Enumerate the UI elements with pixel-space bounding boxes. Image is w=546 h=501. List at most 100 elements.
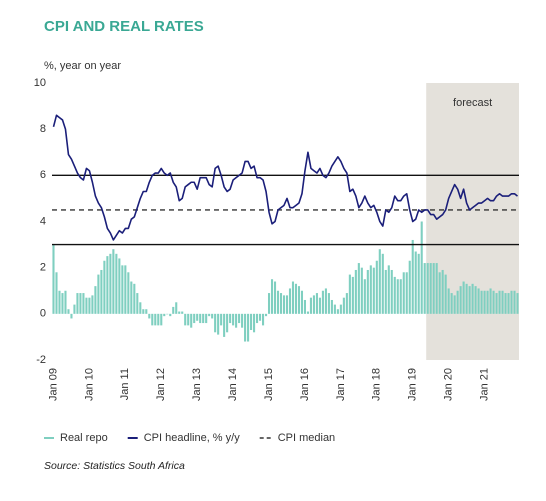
bar <box>303 299 307 314</box>
bar <box>339 304 342 314</box>
bar <box>492 290 495 314</box>
bar <box>504 293 507 314</box>
bar <box>106 256 109 314</box>
bar <box>483 290 486 314</box>
x-tick-label: Jan 18 <box>371 368 383 401</box>
bar <box>378 249 381 314</box>
bar <box>465 283 468 314</box>
bar <box>453 295 456 314</box>
bar <box>294 283 298 314</box>
bar <box>178 311 181 314</box>
bar <box>226 313 229 333</box>
bar <box>232 313 235 326</box>
bar <box>405 272 408 314</box>
bar <box>157 313 160 326</box>
source: Source: Statistics South Africa <box>44 460 185 472</box>
x-tick-label: Jan 15 <box>263 368 275 401</box>
bar <box>432 263 435 314</box>
bar <box>342 297 345 314</box>
bar <box>417 253 420 314</box>
bar <box>462 281 465 314</box>
y-tick-label: -2 <box>36 354 46 366</box>
bar <box>70 313 73 319</box>
bar <box>360 267 363 314</box>
bar <box>327 293 330 314</box>
bar <box>220 313 223 326</box>
legend-label: CPI headline, % y/y <box>144 432 240 444</box>
bar <box>513 290 516 314</box>
bar <box>58 290 61 314</box>
bar <box>76 293 79 314</box>
bar <box>369 265 372 314</box>
bar <box>118 258 121 314</box>
bar <box>516 293 519 314</box>
bar <box>264 313 268 317</box>
x-tick-label: Jan 13 <box>191 368 203 401</box>
bar <box>408 260 411 314</box>
bar <box>372 267 375 314</box>
bar <box>357 263 360 314</box>
bar <box>471 283 474 314</box>
bar <box>387 265 390 314</box>
bar <box>348 274 351 314</box>
bar <box>241 313 244 328</box>
y-tick-label: 8 <box>40 123 46 135</box>
y-tick-label: 2 <box>40 262 46 274</box>
bar <box>253 313 256 333</box>
bar <box>154 313 157 326</box>
bar <box>133 283 136 314</box>
bar <box>396 279 399 314</box>
bar <box>196 313 199 321</box>
bar <box>510 290 513 314</box>
bar <box>507 293 510 314</box>
legend-label: Real repo <box>60 432 108 444</box>
bar <box>447 288 450 314</box>
bar <box>184 313 187 326</box>
bar <box>438 272 441 314</box>
bar <box>399 279 402 314</box>
bar <box>166 313 169 315</box>
bar <box>411 239 414 314</box>
bar <box>163 313 166 317</box>
bar <box>384 269 387 314</box>
bar <box>100 269 103 314</box>
bar <box>354 269 357 314</box>
bar <box>312 295 315 314</box>
bar <box>139 302 142 314</box>
y-tick-label: 10 <box>34 77 46 89</box>
bar <box>486 290 489 314</box>
bar <box>459 286 462 314</box>
bar <box>414 251 417 314</box>
bar <box>318 297 321 314</box>
bar <box>91 295 94 314</box>
y-axis-label: %, year on year <box>44 60 121 72</box>
bar <box>282 295 286 314</box>
bar <box>61 293 64 314</box>
bar <box>112 249 115 314</box>
bar <box>208 313 211 317</box>
x-tick-label: Jan 16 <box>299 368 311 401</box>
bar <box>94 286 97 314</box>
forecast-label: forecast <box>453 97 492 109</box>
bar <box>115 253 118 314</box>
bar <box>103 260 106 314</box>
bar <box>351 276 354 314</box>
x-tick-label: Jan 09 <box>47 368 59 401</box>
x-tick-label: Jan 19 <box>407 368 419 401</box>
bar <box>259 313 262 321</box>
bar <box>267 293 271 314</box>
bar <box>85 297 88 314</box>
bar <box>121 265 124 314</box>
bar <box>333 304 336 314</box>
bar <box>474 286 477 314</box>
bar <box>262 313 265 326</box>
bar <box>190 313 193 328</box>
bar <box>363 279 366 314</box>
bar <box>270 279 274 314</box>
bar <box>214 313 217 333</box>
bar <box>291 281 295 314</box>
bar <box>130 281 133 314</box>
bar <box>480 290 483 314</box>
y-tick-label: 4 <box>40 215 46 227</box>
